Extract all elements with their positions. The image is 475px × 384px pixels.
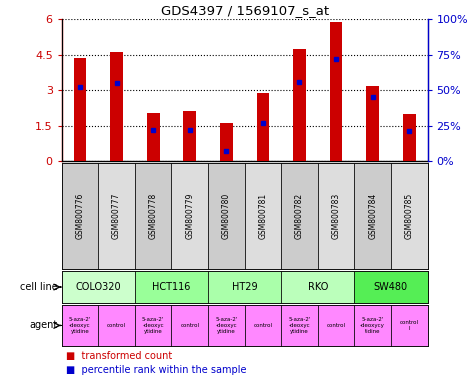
Text: GSM800776: GSM800776 [76, 193, 85, 239]
Bar [281, 271, 354, 303]
Text: 5-aza-2'
-deoxycy
tidine: 5-aza-2' -deoxycy tidine [360, 317, 385, 334]
Text: HT29: HT29 [232, 282, 257, 292]
Bar [354, 305, 391, 346]
Bar [318, 163, 354, 269]
Text: GSM800782: GSM800782 [295, 193, 304, 239]
Bar [366, 86, 379, 161]
Text: cell line: cell line [20, 282, 58, 292]
Text: COLO320: COLO320 [76, 282, 121, 292]
Bar [62, 271, 135, 303]
Bar [98, 305, 135, 346]
Bar [74, 58, 86, 161]
Bar [183, 111, 196, 161]
Bar [245, 305, 281, 346]
Text: SW480: SW480 [374, 282, 408, 292]
Text: HCT116: HCT116 [152, 282, 190, 292]
Bar [293, 49, 306, 161]
Bar [391, 305, 428, 346]
Text: ■  transformed count: ■ transformed count [66, 351, 173, 361]
Bar [62, 163, 98, 269]
Text: control
l: control l [399, 320, 419, 331]
Bar [220, 123, 233, 161]
Title: GDS4397 / 1569107_s_at: GDS4397 / 1569107_s_at [161, 3, 329, 17]
Text: 5-aza-2'
-deoxyc
ytidine: 5-aza-2' -deoxyc ytidine [288, 317, 311, 334]
Text: GSM800784: GSM800784 [368, 193, 377, 239]
Text: 5-aza-2'
-deoxyc
ytidine: 5-aza-2' -deoxyc ytidine [142, 317, 164, 334]
Bar [354, 163, 391, 269]
Text: control: control [254, 323, 273, 328]
Text: GSM800777: GSM800777 [112, 193, 121, 239]
Bar [391, 163, 428, 269]
Bar [256, 93, 269, 161]
Bar [330, 22, 342, 161]
Text: control: control [107, 323, 126, 328]
Bar [135, 271, 208, 303]
Bar [208, 271, 281, 303]
Bar [281, 163, 318, 269]
Bar [135, 305, 171, 346]
Text: GSM800779: GSM800779 [185, 193, 194, 239]
Bar [171, 305, 208, 346]
Text: GSM800781: GSM800781 [258, 193, 267, 239]
Text: ■  percentile rank within the sample: ■ percentile rank within the sample [66, 365, 247, 375]
Bar [98, 163, 135, 269]
Bar [147, 113, 160, 161]
Bar [110, 52, 123, 161]
Text: GSM800780: GSM800780 [222, 193, 231, 239]
Bar [135, 163, 171, 269]
Bar [171, 163, 208, 269]
Text: 5-aza-2'
-deoxyc
ytidine: 5-aza-2' -deoxyc ytidine [215, 317, 238, 334]
Bar [62, 305, 98, 346]
Text: control: control [327, 323, 346, 328]
Bar [318, 305, 354, 346]
Bar [208, 163, 245, 269]
Text: GSM800783: GSM800783 [332, 193, 341, 239]
Text: 5-aza-2'
-deoxyc
ytidine: 5-aza-2' -deoxyc ytidine [69, 317, 91, 334]
Text: GSM800785: GSM800785 [405, 193, 414, 239]
Bar [245, 163, 281, 269]
Text: control: control [180, 323, 200, 328]
Text: RKO: RKO [308, 282, 328, 292]
Bar [281, 305, 318, 346]
Bar [403, 114, 416, 161]
Bar [208, 305, 245, 346]
Bar [354, 271, 428, 303]
Text: GSM800778: GSM800778 [149, 193, 158, 239]
Text: agent: agent [30, 320, 58, 331]
